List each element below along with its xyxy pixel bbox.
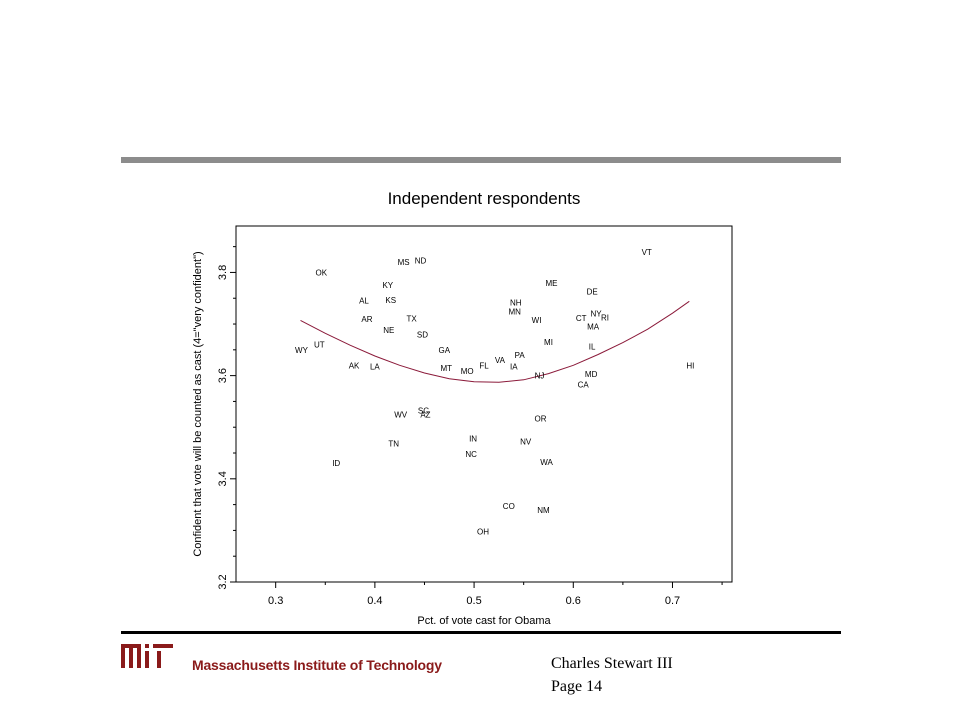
state-point-sd: SD: [417, 330, 428, 339]
y-tick-label: 3.6: [217, 368, 229, 383]
state-point-nd: ND: [415, 257, 427, 266]
x-tick-label: 0.6: [566, 595, 581, 607]
scatter-chart: Independent respondents 0.3 0.4 0.5 0.6 0.7 3…: [192, 189, 733, 627]
plot-frame: [235, 225, 733, 583]
state-point-ms: MS: [398, 258, 410, 267]
top-rule: [121, 157, 841, 163]
state-point-la: LA: [370, 362, 380, 371]
state-point-ks: KS: [385, 296, 396, 305]
state-point-nj: NJ: [535, 372, 545, 381]
state-point-mt: MT: [441, 364, 453, 373]
state-point-ky: KY: [382, 281, 393, 290]
state-point-mn: MN: [509, 308, 522, 317]
bottom-rule: [121, 631, 841, 634]
state-point-in: IN: [469, 435, 477, 444]
state-point-ut: UT: [314, 341, 325, 350]
state-point-ct: CT: [576, 314, 587, 323]
state-point-tx: TX: [406, 314, 417, 323]
state-point-nc: NC: [465, 450, 477, 459]
x-tick-label: 0.5: [466, 595, 481, 607]
x-tick-label: 0.4: [367, 595, 382, 607]
state-point-id: ID: [332, 459, 340, 468]
state-point-nh: NH: [510, 298, 522, 307]
state-point-md: MD: [585, 370, 598, 379]
state-point-ny: NY: [591, 310, 603, 319]
state-point-me: ME: [545, 279, 557, 288]
state-point-az: AZ: [420, 410, 430, 419]
state-point-or: OR: [535, 414, 547, 423]
state-point-va: VA: [495, 356, 506, 365]
tick-labels: 0.3 0.4 0.5 0.6 0.7 3.2 3.4 3.6 3.8: [217, 265, 680, 607]
state-point-il: IL: [589, 343, 596, 352]
state-point-mo: MO: [461, 367, 474, 376]
state-point-tn: TN: [388, 440, 399, 449]
state-point-ar: AR: [361, 315, 372, 324]
state-point-wv: WV: [394, 410, 408, 419]
state-point-wi: WI: [532, 316, 542, 325]
y-axis-label: Confident that vote will be counted as c…: [192, 251, 204, 556]
state-point-ok: OK: [316, 268, 328, 277]
state-point-oh: OH: [477, 527, 489, 536]
state-point-wa: WA: [540, 458, 553, 467]
state-point-ma: MA: [587, 323, 600, 332]
state-point-wy: WY: [295, 346, 309, 355]
author-name: Charles Stewart III: [551, 655, 673, 672]
state-point-co: CO: [503, 502, 515, 511]
state-point-pa: PA: [515, 351, 526, 360]
state-point-al: AL: [359, 296, 369, 305]
state-point-ri: RI: [601, 313, 609, 322]
state-point-ca: CA: [578, 380, 590, 389]
page-number: Page 14: [551, 678, 603, 695]
axis-ticks: [230, 246, 723, 588]
y-tick-label: 3.4: [217, 471, 229, 486]
chart-title: Independent respondents: [388, 189, 581, 208]
state-point-nv: NV: [520, 438, 532, 447]
state-point-ak: AK: [349, 361, 360, 370]
state-point-hi: HI: [686, 361, 694, 370]
mit-logo: [121, 644, 173, 668]
x-axis-label: Pct. of vote cast for Obama: [417, 615, 551, 627]
x-tick-label: 0.7: [665, 595, 680, 607]
x-tick-label: 0.3: [268, 595, 283, 607]
institution-name: Massachusetts Institute of Technology: [192, 657, 442, 673]
state-point-sc: SC: [418, 407, 429, 416]
y-tick-label: 3.2: [217, 574, 229, 589]
state-point-vt: VT: [642, 248, 652, 257]
state-point-ga: GA: [439, 346, 451, 355]
state-point-fl: FL: [479, 361, 489, 370]
state-point-ne: NE: [383, 326, 394, 335]
fit-curve: [300, 300, 690, 383]
state-point-mi: MI: [544, 338, 553, 347]
y-tick-label: 3.8: [217, 265, 229, 280]
state-point-nm: NM: [537, 506, 550, 515]
state-point-ia: IA: [510, 362, 518, 371]
state-point-de: DE: [587, 288, 598, 297]
